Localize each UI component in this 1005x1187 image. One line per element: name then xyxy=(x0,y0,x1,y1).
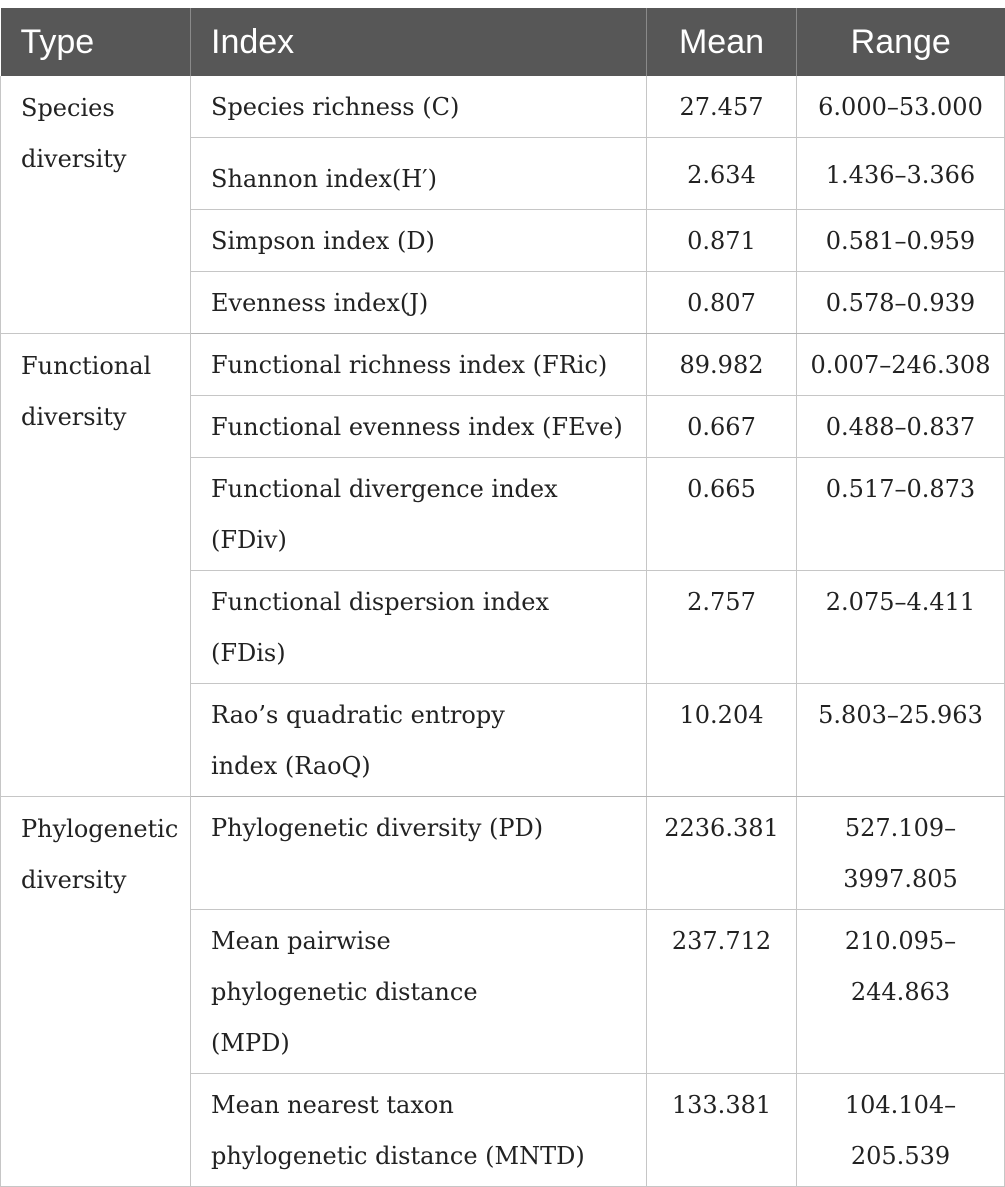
table-body: Species diversity Species richness (C) 2… xyxy=(0,76,1005,1187)
range-cell: 6.000–53.000 xyxy=(796,76,1005,138)
range-cell: 2.075–4.411 xyxy=(796,570,1005,684)
table-row: Phylogenetic diversity Phylogenetic dive… xyxy=(0,796,1005,1187)
index-cell: Mean pairwise phylogenetic distance (MPD… xyxy=(190,909,647,1074)
index-cell: Mean nearest taxon phylogenetic distance… xyxy=(190,1073,647,1187)
range-cell: 0.007–246.308 xyxy=(796,333,1005,396)
range-cell: 0.488–0.837 xyxy=(796,395,1005,458)
table-row: Simpson index (D) 0.871 0.581–0.959 xyxy=(1,209,1005,272)
table-row: Functional diversity Functional richness… xyxy=(0,333,1005,797)
index-cell: Rao’s quadratic entropy index (RaoQ) xyxy=(190,683,647,797)
index-cell: Functional richness index (FRic) xyxy=(190,333,647,396)
range-cell: 1.436–3.366 xyxy=(796,137,1005,210)
index-cell: Functional dispersion index (FDis) xyxy=(190,570,647,684)
range-cell: 104.104–205.539 xyxy=(796,1073,1005,1187)
range-cell: 0.581–0.959 xyxy=(796,209,1005,272)
index-cell: Phylogenetic diversity (PD) xyxy=(190,796,647,910)
header-mean: Mean xyxy=(646,8,797,76)
index-cell: Evenness index(J) xyxy=(190,271,647,334)
header-range: Range xyxy=(796,8,1005,76)
range-cell: 0.517–0.873 xyxy=(796,457,1005,571)
index-cell: Simpson index (D) xyxy=(190,209,647,272)
header-type: Type xyxy=(0,8,191,76)
mean-cell: 10.204 xyxy=(646,683,797,797)
table-row: Species diversity Species richness (C) 2… xyxy=(0,76,1005,334)
index-cell: Functional evenness index (FEve) xyxy=(190,395,647,458)
range-cell: 0.578–0.939 xyxy=(796,271,1005,334)
mean-cell: 2236.381 xyxy=(646,796,797,910)
mean-cell: 89.982 xyxy=(646,333,797,396)
range-cell: 5.803–25.963 xyxy=(796,683,1005,797)
table-row: Functional dispersion index (FDis) 2.757… xyxy=(1,570,1005,684)
table-header: Type Index Mean Range xyxy=(0,8,1005,76)
range-cell: 527.109–3997.805 xyxy=(796,796,1005,910)
mean-cell: 2.634 xyxy=(646,137,797,210)
table-row: Functional evenness index (FEve) 0.667 0… xyxy=(1,395,1005,458)
mean-cell: 0.871 xyxy=(646,209,797,272)
index-cell: Shannon index(H′) xyxy=(190,137,647,210)
header-index: Index xyxy=(190,8,647,76)
table-row: Rao’s quadratic entropy index (RaoQ) 10.… xyxy=(1,683,1005,797)
table-row: Evenness index(J) 0.807 0.578–0.939 xyxy=(1,271,1005,334)
mean-cell: 27.457 xyxy=(646,76,797,138)
mean-cell: 0.667 xyxy=(646,395,797,458)
type-cell-functional: Functional diversity xyxy=(0,333,191,797)
range-cell: 210.095–244.863 xyxy=(796,909,1005,1074)
mean-cell: 0.665 xyxy=(646,457,797,571)
diversity-index-table: Type Index Mean Range Species diversity … xyxy=(0,8,1005,1187)
type-cell-phylogenetic: Phylogenetic diversity xyxy=(0,796,191,1187)
index-cell: Functional divergence index (FDiv) xyxy=(190,457,647,571)
table-row: Functional divergence index (FDiv) 0.665… xyxy=(1,457,1005,571)
mean-cell: 133.381 xyxy=(646,1073,797,1187)
mean-cell: 2.757 xyxy=(646,570,797,684)
mean-cell: 0.807 xyxy=(646,271,797,334)
index-cell: Species richness (C) xyxy=(190,76,647,138)
type-cell-species: Species diversity xyxy=(0,76,191,334)
mean-cell: 237.712 xyxy=(646,909,797,1074)
table-row: Shannon index(H′) 2.634 1.436–3.366 xyxy=(1,137,1005,210)
